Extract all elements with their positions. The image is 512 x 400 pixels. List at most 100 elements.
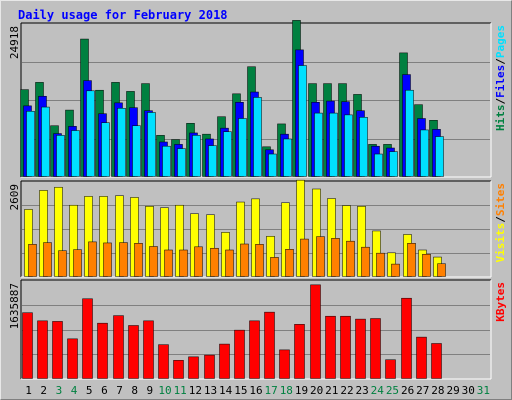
x-tick-label: 29 <box>446 384 459 397</box>
series-sites <box>28 236 446 277</box>
legend-files: Files <box>494 65 507 98</box>
bar-kbytes-day-28 <box>431 343 442 379</box>
bar-sites-day-19 <box>300 238 309 277</box>
bar-sites-day-2 <box>43 242 52 277</box>
x-tick-label: 11 <box>174 384 187 397</box>
bar-sites-day-10 <box>164 249 173 277</box>
legend-visits: Visits <box>494 223 507 263</box>
bar-sites-day-16 <box>255 244 264 277</box>
bar-sites-day-26 <box>407 243 416 277</box>
bar-sites-day-21 <box>331 238 340 277</box>
bar-pages-day-22 <box>344 114 353 177</box>
bar-sites-day-5 <box>88 241 97 277</box>
bar-kbytes-day-16 <box>249 320 260 379</box>
bar-sites-day-25 <box>391 263 400 277</box>
bar-kbytes-day-25 <box>385 359 396 379</box>
bar-sites-day-18 <box>285 249 294 277</box>
panel-3: 1635887 KBytes <box>8 279 507 380</box>
bar-kbytes-day-13 <box>204 354 215 379</box>
x-tick-label: 8 <box>131 384 138 397</box>
bar-sites-day-27 <box>422 253 431 277</box>
bar-kbytes-day-5 <box>82 298 93 379</box>
bar-pages-day-11 <box>177 148 186 177</box>
bar-kbytes-day-1 <box>22 312 33 379</box>
bar-kbytes-day-26 <box>401 297 412 379</box>
bar-sites-day-12 <box>194 246 203 277</box>
bar-pages-day-21 <box>329 112 338 177</box>
bar-pages-day-3 <box>56 135 65 177</box>
bar-pages-day-18 <box>283 138 292 177</box>
bar-kbytes-day-6 <box>97 322 108 379</box>
x-tick-label: 9 <box>147 384 154 397</box>
bar-pages-day-14 <box>223 131 232 177</box>
bar-kbytes-day-18 <box>279 349 290 379</box>
panel-1-legend: Hits/Files/Pages <box>494 25 507 131</box>
bar-kbytes-day-27 <box>416 336 427 379</box>
bar-pages-day-12 <box>192 135 201 177</box>
x-tick-label: 24 <box>371 384 385 397</box>
panel-3-max-label: 1635887 <box>8 283 21 329</box>
panel-2-max-label: 2609 <box>8 184 21 211</box>
bar-pages-day-23 <box>359 117 368 177</box>
bar-kbytes-day-4 <box>67 338 78 379</box>
legend-separator: / <box>494 216 507 223</box>
bar-sites-day-24 <box>376 252 385 277</box>
bar-kbytes-day-11 <box>173 360 184 379</box>
bar-kbytes-day-17 <box>264 311 275 379</box>
bar-sites-day-14 <box>225 249 234 277</box>
bar-kbytes-day-20 <box>310 284 321 379</box>
bar-pages-day-27 <box>420 129 429 177</box>
x-tick-label: 16 <box>249 384 262 397</box>
bar-kbytes-day-23 <box>355 318 366 379</box>
x-tick-label: 1 <box>25 384 32 397</box>
bar-pages-day-6 <box>101 122 110 177</box>
x-tick-label: 21 <box>325 384 338 397</box>
bar-kbytes-day-3 <box>52 321 63 379</box>
bar-sites-day-20 <box>316 236 325 277</box>
bar-kbytes-day-9 <box>143 320 154 379</box>
bar-sites-day-13 <box>210 247 219 277</box>
bar-sites-day-1 <box>28 244 37 277</box>
x-tick-label: 10 <box>158 384 171 397</box>
series-pages <box>26 65 444 177</box>
x-tick-label: 22 <box>340 384 353 397</box>
bar-sites-day-4 <box>73 249 82 277</box>
x-tick-label: 12 <box>189 384 202 397</box>
x-tick-label: 2 <box>40 384 47 397</box>
legend-kbytes: KBytes <box>494 282 507 322</box>
bar-sites-day-8 <box>134 243 143 277</box>
bar-kbytes-day-14 <box>219 343 230 379</box>
bar-sites-day-11 <box>179 249 188 277</box>
x-tick-label: 19 <box>295 384 308 397</box>
bar-pages-day-24 <box>374 153 383 177</box>
series-kbytes <box>22 284 442 379</box>
panel-1-max-label: 24918 <box>8 26 21 59</box>
x-tick-label: 23 <box>356 384 369 397</box>
legend-separator: / <box>494 58 507 65</box>
bar-sites-day-23 <box>361 246 370 277</box>
bar-pages-day-8 <box>132 125 141 177</box>
bar-sites-day-28 <box>437 263 446 277</box>
bar-pages-day-20 <box>314 112 323 177</box>
bar-kbytes-day-22 <box>340 315 351 379</box>
x-tick-label: 3 <box>56 384 63 397</box>
bar-sites-day-15 <box>240 243 249 277</box>
bar-pages-day-15 <box>238 118 247 177</box>
bar-pages-day-2 <box>41 106 50 177</box>
bar-pages-day-16 <box>253 97 262 177</box>
bar-kbytes-day-24 <box>370 318 381 379</box>
x-tick-label: 27 <box>416 384 429 397</box>
legend-sites: Sites <box>494 183 507 216</box>
panel-3-legend: KBytes <box>494 282 507 322</box>
x-tick-label: 30 <box>462 384 475 397</box>
series-visits <box>24 179 442 277</box>
bar-pages-day-13 <box>208 145 217 177</box>
bar-sites-day-17 <box>270 257 279 277</box>
bar-sites-day-3 <box>58 250 67 277</box>
legend-hits: Hits <box>494 105 507 132</box>
bar-pages-day-5 <box>86 90 95 177</box>
x-tick-label: 26 <box>401 384 414 397</box>
x-tick-label: 14 <box>219 384 233 397</box>
legend-pages: Pages <box>494 25 507 58</box>
bar-kbytes-day-15 <box>234 329 245 379</box>
